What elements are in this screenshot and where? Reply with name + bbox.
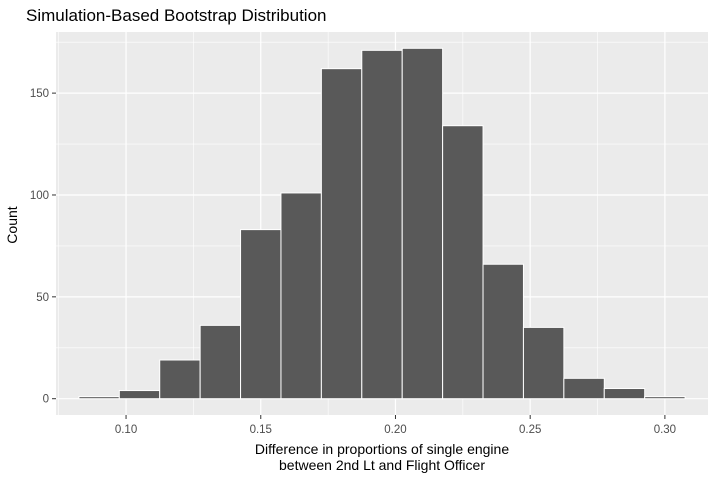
- histogram-bar: [280, 192, 322, 400]
- histogram-bar: [522, 326, 565, 400]
- histogram-bar: [159, 359, 201, 400]
- histogram-bar: [361, 49, 403, 400]
- histogram-bar: [199, 324, 242, 400]
- y-tick-label: 150: [30, 88, 49, 100]
- x-axis-ticks: 0.10 0.15 0.20 0.25 0.30: [115, 415, 676, 436]
- x-tick-label: 0.15: [250, 424, 272, 436]
- y-tick-label: 100: [30, 190, 49, 202]
- histogram-bar: [442, 125, 484, 400]
- histogram-bar: [118, 390, 161, 400]
- histogram-bar: [401, 47, 444, 400]
- histogram-bars: [78, 47, 686, 400]
- histogram-bar: [240, 229, 282, 400]
- y-axis-ticks: 0 50 100 150: [30, 88, 56, 406]
- x-tick-label: 0.25: [519, 424, 541, 436]
- histogram-bar: [644, 396, 686, 400]
- x-tick-label: 0.30: [654, 424, 676, 436]
- x-axis-label: Difference in proportions of single engi…: [56, 441, 708, 473]
- histogram-bar: [603, 388, 646, 400]
- histogram-bar: [320, 68, 363, 400]
- y-tick-label: 0: [43, 394, 49, 406]
- histogram-bar: [78, 396, 120, 400]
- chart-title: Simulation-Based Bootstrap Distribution: [26, 6, 327, 25]
- x-axis-label-line-1: Difference in proportions of single engi…: [254, 441, 510, 457]
- y-axis-label: Count: [4, 206, 20, 244]
- x-tick-label: 0.10: [115, 424, 137, 436]
- x-axis-label-line-2: between 2nd Lt and Flight Officer: [279, 457, 485, 473]
- x-tick-label: 0.20: [384, 424, 406, 436]
- histogram-bar: [482, 263, 524, 400]
- histogram-bar: [563, 377, 605, 400]
- y-tick-label: 50: [36, 292, 49, 304]
